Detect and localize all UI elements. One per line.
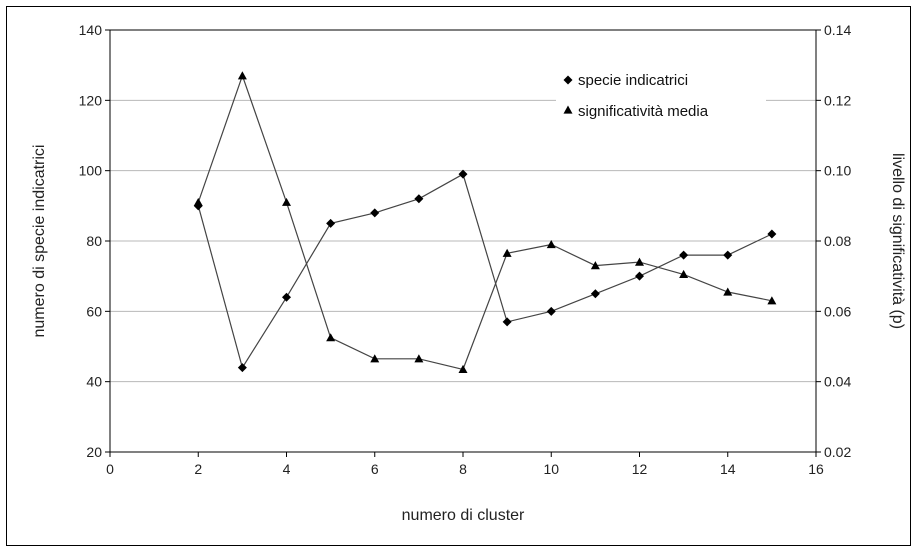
data-point-triangle — [723, 287, 733, 296]
data-point-triangle — [414, 354, 424, 363]
y2-tick-label: 0.14 — [824, 22, 851, 38]
y-tick-label: 20 — [86, 444, 102, 460]
x-tick-label: 16 — [808, 461, 824, 477]
data-point-diamond — [590, 289, 600, 299]
data-point-triangle — [546, 240, 556, 249]
x-tick-label: 4 — [283, 461, 291, 477]
x-axis-title: numero di cluster — [402, 507, 525, 524]
legend-entry-specie-indicatrici: specie indicatrici — [578, 72, 688, 89]
data-point-diamond — [679, 250, 689, 260]
x-axis-ticks: 0 2 4 6 8 10 12 14 16 — [106, 452, 824, 477]
x-tick-label: 8 — [459, 461, 467, 477]
data-point-triangle — [458, 364, 468, 373]
y2-axis-ticks: 0.02 0.04 0.06 0.08 0.10 0.12 0.14 — [816, 22, 851, 460]
y-tick-label: 60 — [86, 303, 102, 319]
data-point-diamond — [635, 271, 644, 281]
data-point-triangle — [502, 248, 512, 257]
y-tick-label: 40 — [86, 374, 102, 390]
data-point-triangle — [370, 354, 380, 363]
x-tick-label: 2 — [194, 461, 202, 477]
x-tick-label: 14 — [720, 461, 736, 477]
data-point-diamond — [414, 194, 424, 204]
data-point-diamond — [767, 229, 777, 239]
data-point-diamond — [370, 208, 380, 218]
x-tick-label: 0 — [106, 461, 114, 477]
series-line — [197, 173, 773, 370]
data-point-diamond — [723, 250, 733, 260]
data-point-triangle — [193, 197, 203, 206]
series-significativita-media — [193, 71, 777, 373]
series-specie-indicatrici — [193, 169, 777, 373]
series-line — [197, 73, 773, 371]
x-tick-label: 10 — [543, 461, 559, 477]
y2-tick-label: 0.12 — [824, 92, 851, 108]
data-point-diamond — [546, 306, 556, 316]
data-point-triangle — [590, 261, 600, 270]
data-point-triangle — [237, 71, 247, 80]
x-tick-label: 6 — [371, 461, 379, 477]
data-point-triangle — [282, 197, 291, 206]
data-point-diamond — [282, 292, 291, 302]
y2-tick-label: 0.06 — [824, 303, 851, 319]
data-point-diamond — [502, 317, 512, 327]
legend-marker-triangle — [563, 105, 573, 114]
x-tick-label: 12 — [632, 461, 648, 477]
y-tick-label: 140 — [79, 22, 103, 38]
series-layer — [193, 71, 777, 373]
y-tick-label: 120 — [79, 92, 103, 108]
data-point-triangle — [635, 257, 644, 266]
grid-lines — [110, 99, 816, 383]
data-point-triangle — [326, 333, 336, 342]
line-chart: 0 2 4 6 8 10 12 14 16 20 40 60 80 100 120 140 0.02 0.04… — [31, 22, 906, 524]
y2-tick-label: 0.04 — [824, 374, 851, 390]
y-axis-title: numero di specie indicatrici — [31, 145, 48, 338]
y2-tick-label: 0.02 — [824, 444, 851, 460]
legend-entry-significativita-media: significatività media — [578, 103, 709, 120]
data-point-diamond — [237, 363, 247, 373]
y-tick-label: 80 — [86, 233, 102, 249]
data-point-diamond — [458, 169, 468, 179]
data-point-diamond — [326, 218, 336, 228]
y2-tick-label: 0.08 — [824, 233, 851, 249]
data-point-triangle — [767, 296, 777, 305]
legend-marker-diamond — [563, 75, 573, 85]
y-axis-ticks: 20 40 60 80 100 120 140 — [79, 22, 110, 460]
y-tick-label: 100 — [79, 163, 103, 179]
legend: specie indicatrici significatività media — [556, 64, 766, 124]
data-point-triangle — [679, 269, 689, 279]
y2-axis-title: livello di significatività (p) — [889, 153, 906, 329]
y2-tick-label: 0.10 — [824, 163, 851, 179]
